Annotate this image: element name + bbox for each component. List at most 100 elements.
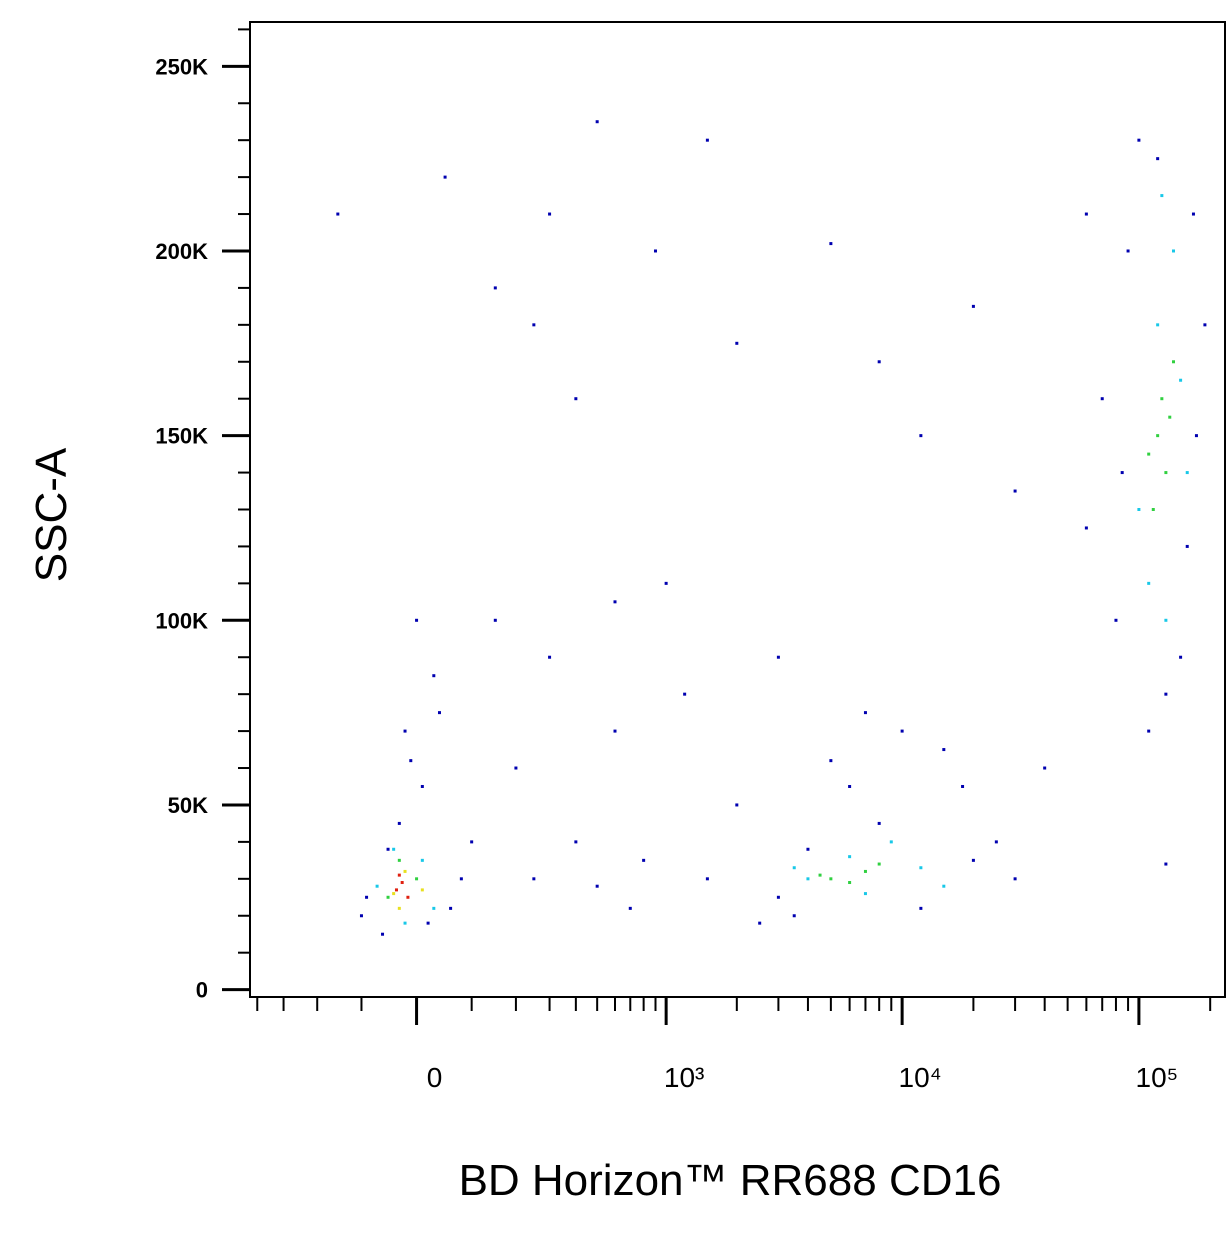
event-dot: [1185, 471, 1189, 475]
event-dot: [705, 877, 709, 881]
event-dot: [1137, 508, 1141, 511]
event-dot: [664, 581, 668, 585]
event-dot: [392, 892, 396, 896]
event-dot: [400, 881, 404, 885]
event-dot: [792, 914, 796, 918]
event-dot: [548, 212, 552, 216]
event-dot: [1191, 212, 1195, 216]
y-tick-label: 250K: [155, 54, 208, 79]
event-dot: [1084, 212, 1088, 216]
event-dot: [1126, 249, 1130, 253]
event-dot: [961, 784, 965, 788]
event-dot: [426, 921, 430, 925]
event-dot: [397, 873, 401, 877]
event-dot: [735, 341, 739, 345]
event-dot: [595, 120, 599, 124]
event-dot: [705, 138, 709, 142]
event-dot: [514, 766, 518, 770]
event-dot: [359, 914, 363, 918]
event-dot: [919, 866, 923, 870]
event-dot: [1172, 360, 1176, 364]
event-dot: [397, 906, 401, 910]
event-dot: [863, 711, 867, 715]
event-dot: [365, 895, 369, 899]
event-dot: [493, 286, 497, 290]
event-dot: [829, 759, 833, 763]
event-dot: [381, 932, 385, 936]
event-dot: [653, 249, 657, 253]
event-dot: [863, 892, 867, 896]
event-dot: [437, 711, 441, 715]
event-dot: [683, 692, 687, 696]
event-dot: [735, 803, 739, 807]
event-dot: [919, 906, 923, 910]
x-tick-label: 10³: [664, 1062, 704, 1093]
event-dot: [1137, 138, 1141, 142]
event-dot: [994, 840, 998, 844]
event-dot: [397, 821, 401, 825]
event-dot: [848, 881, 852, 885]
event-dot: [1164, 692, 1168, 696]
event-dot: [1194, 434, 1198, 438]
event-dot: [613, 600, 617, 604]
event-dot: [1160, 194, 1164, 198]
event-dot: [1147, 581, 1151, 585]
event-dot: [1013, 877, 1017, 881]
event-dot: [493, 618, 497, 622]
event-dot: [919, 434, 923, 438]
event-dot: [386, 847, 390, 851]
event-dot: [1100, 397, 1104, 401]
event-dot: [1147, 729, 1151, 733]
event-dot: [432, 674, 436, 678]
event-dot: [806, 877, 810, 881]
event-dot: [532, 323, 536, 327]
event-dot: [375, 884, 379, 888]
event-dot: [848, 784, 852, 788]
event-dot: [613, 729, 617, 733]
x-tick-label: 10⁴: [899, 1062, 942, 1093]
event-dot: [415, 877, 419, 881]
event-dot: [574, 397, 578, 401]
event-dot: [1185, 544, 1189, 548]
event-dot: [829, 877, 833, 881]
event-dot: [818, 873, 822, 877]
event-dot: [1147, 452, 1151, 456]
event-dot: [409, 759, 413, 763]
event-dot: [415, 618, 419, 622]
event-dot: [1172, 249, 1176, 253]
event-dot: [1156, 157, 1160, 161]
x-tick-label: 0: [427, 1062, 443, 1093]
event-dot: [406, 895, 410, 899]
event-dot: [397, 858, 401, 862]
event-dot: [443, 175, 447, 179]
event-dot: [394, 888, 398, 892]
event-dot: [1179, 655, 1183, 659]
event-dot: [971, 858, 975, 862]
event-dot: [449, 906, 453, 910]
y-tick-label: 50K: [168, 793, 208, 818]
event-dot: [900, 729, 904, 733]
event-dot: [642, 858, 646, 862]
y-tick-label: 100K: [155, 608, 208, 633]
event-dot: [1013, 489, 1017, 493]
event-dot: [971, 304, 975, 308]
event-dot: [420, 784, 424, 788]
event-dot: [1168, 415, 1172, 419]
event-dot: [877, 360, 881, 364]
event-dot: [1043, 766, 1047, 770]
event-dot: [776, 895, 780, 899]
event-dot: [942, 884, 946, 888]
event-dot: [432, 906, 436, 910]
event-dot: [863, 869, 867, 873]
y-tick-label: 0: [196, 978, 208, 1003]
event-dot: [336, 212, 340, 216]
event-dot: [848, 855, 852, 859]
x-tick-label: 10⁵: [1136, 1062, 1179, 1093]
event-dot: [548, 655, 552, 659]
event-dot: [942, 748, 946, 752]
event-dot: [470, 840, 474, 844]
event-dot: [420, 858, 424, 862]
event-dot: [459, 877, 463, 881]
event-dot: [574, 840, 578, 844]
